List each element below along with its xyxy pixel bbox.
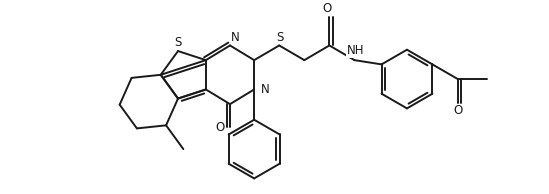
Text: S: S: [277, 31, 284, 44]
Text: S: S: [175, 36, 182, 49]
Text: N: N: [231, 31, 240, 44]
Text: O: O: [453, 104, 462, 117]
Text: O: O: [215, 121, 225, 134]
Text: NH: NH: [346, 44, 364, 57]
Text: N: N: [261, 83, 270, 96]
Text: O: O: [322, 2, 332, 15]
